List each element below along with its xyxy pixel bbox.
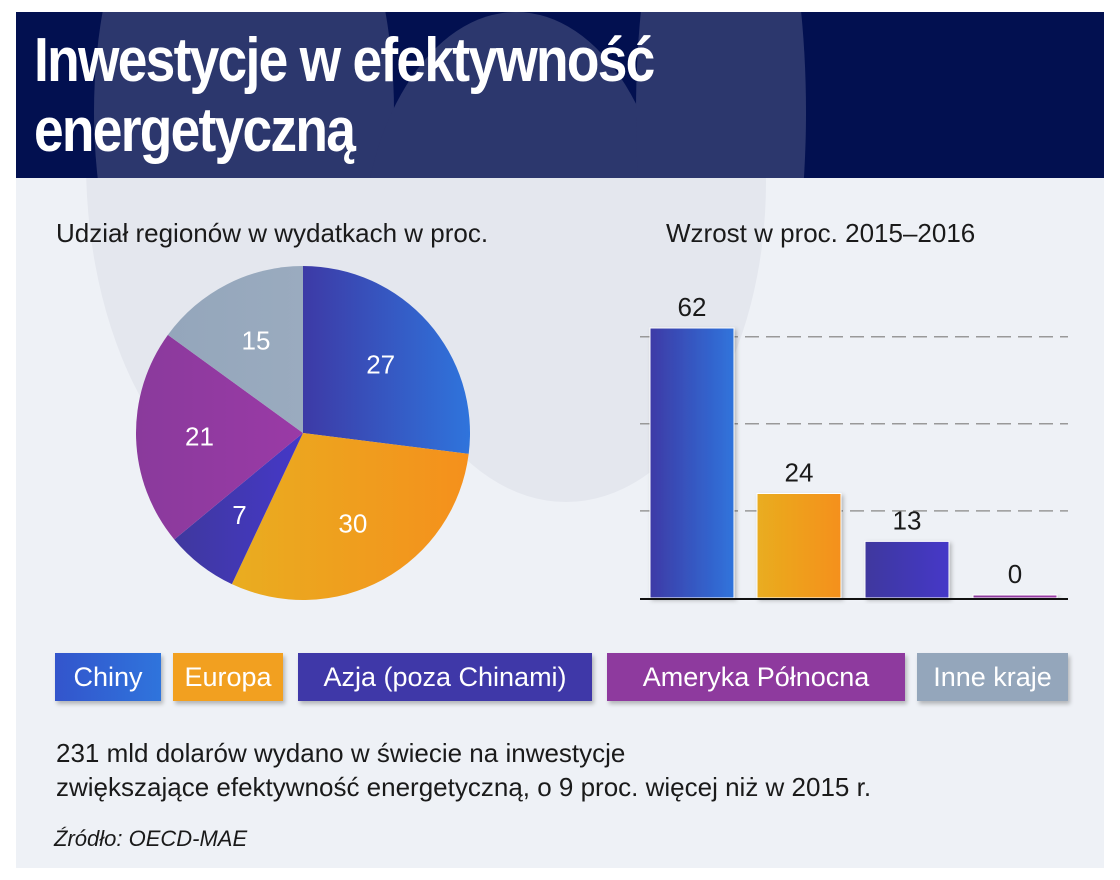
pie-label: 21 xyxy=(185,421,214,451)
source: Źródło: OECD-MAE xyxy=(54,826,248,851)
pie-slice-azja-poza-chinami- xyxy=(174,433,303,585)
legend-item: Inne kraje xyxy=(917,653,1068,701)
pie-label: 30 xyxy=(338,509,367,539)
bar-value-label: 62 xyxy=(678,292,707,322)
header: Inwestycje w efektywność energetyczną xyxy=(16,12,1104,178)
note-line-2: zwiększające efektywność energetyczną, o… xyxy=(56,772,872,802)
bar-value-label: 0 xyxy=(1008,559,1022,589)
note: 231 mld dolarów wydano w świecie na inwe… xyxy=(56,736,871,804)
note-line-1: 231 mld dolarów wydano w świecie na inwe… xyxy=(56,738,626,768)
bar-azja-poza-chinami- xyxy=(864,540,950,599)
page-title: Inwestycje w efektywność energetyczną xyxy=(34,26,655,165)
legend-item: Europa xyxy=(173,653,283,701)
pie-slice-inne-kraje xyxy=(167,266,303,433)
pie-label: 7 xyxy=(232,500,246,530)
charts-svg: 27 30 7 21 15 62 24 13 0 xyxy=(136,266,1068,601)
legend-item: Ameryka Północna xyxy=(607,653,905,701)
bar-europa xyxy=(756,492,842,599)
pie-slice-chiny xyxy=(303,266,470,454)
bar-ameryka-p-nocna xyxy=(972,594,1058,599)
pie-slice-ameryka-p-nocna xyxy=(136,334,303,540)
pie-title: Udział regionów w wydatkach w proc. xyxy=(56,218,489,248)
pie-label: 27 xyxy=(366,350,395,380)
bar-title: Wzrost w proc. 2015–2016 xyxy=(666,218,976,248)
bar-value-label: 13 xyxy=(893,505,922,535)
legend-item: Azja (poza Chinami) xyxy=(298,653,592,701)
bar-chiny xyxy=(649,327,735,599)
legend-item: Chiny xyxy=(55,653,161,701)
pie-slice-europa xyxy=(231,433,469,601)
bar-value-label: 24 xyxy=(785,457,814,487)
pie-label: 15 xyxy=(242,326,271,356)
infographic-panel: Inwestycje w efektywność energetyczną Ud… xyxy=(16,12,1104,868)
